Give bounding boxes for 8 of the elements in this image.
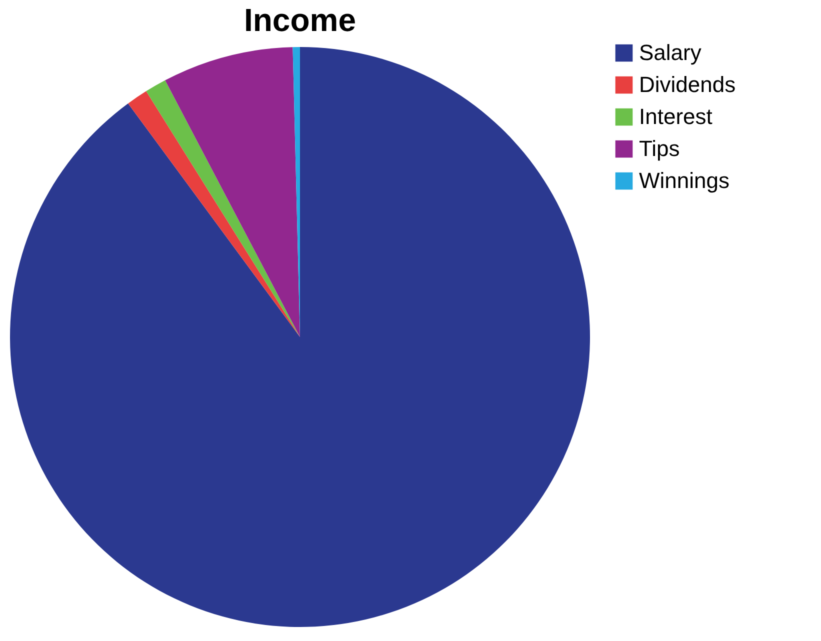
legend-label: Interest [639,104,712,129]
pie-slice [10,47,590,626]
legend-label: Salary [639,40,702,65]
chart-title: Income [244,2,356,38]
legend-label: Dividends [639,72,736,97]
pie-slice [165,47,300,337]
legend-label: Tips [639,136,680,161]
legend-label: Winnings [639,168,730,193]
